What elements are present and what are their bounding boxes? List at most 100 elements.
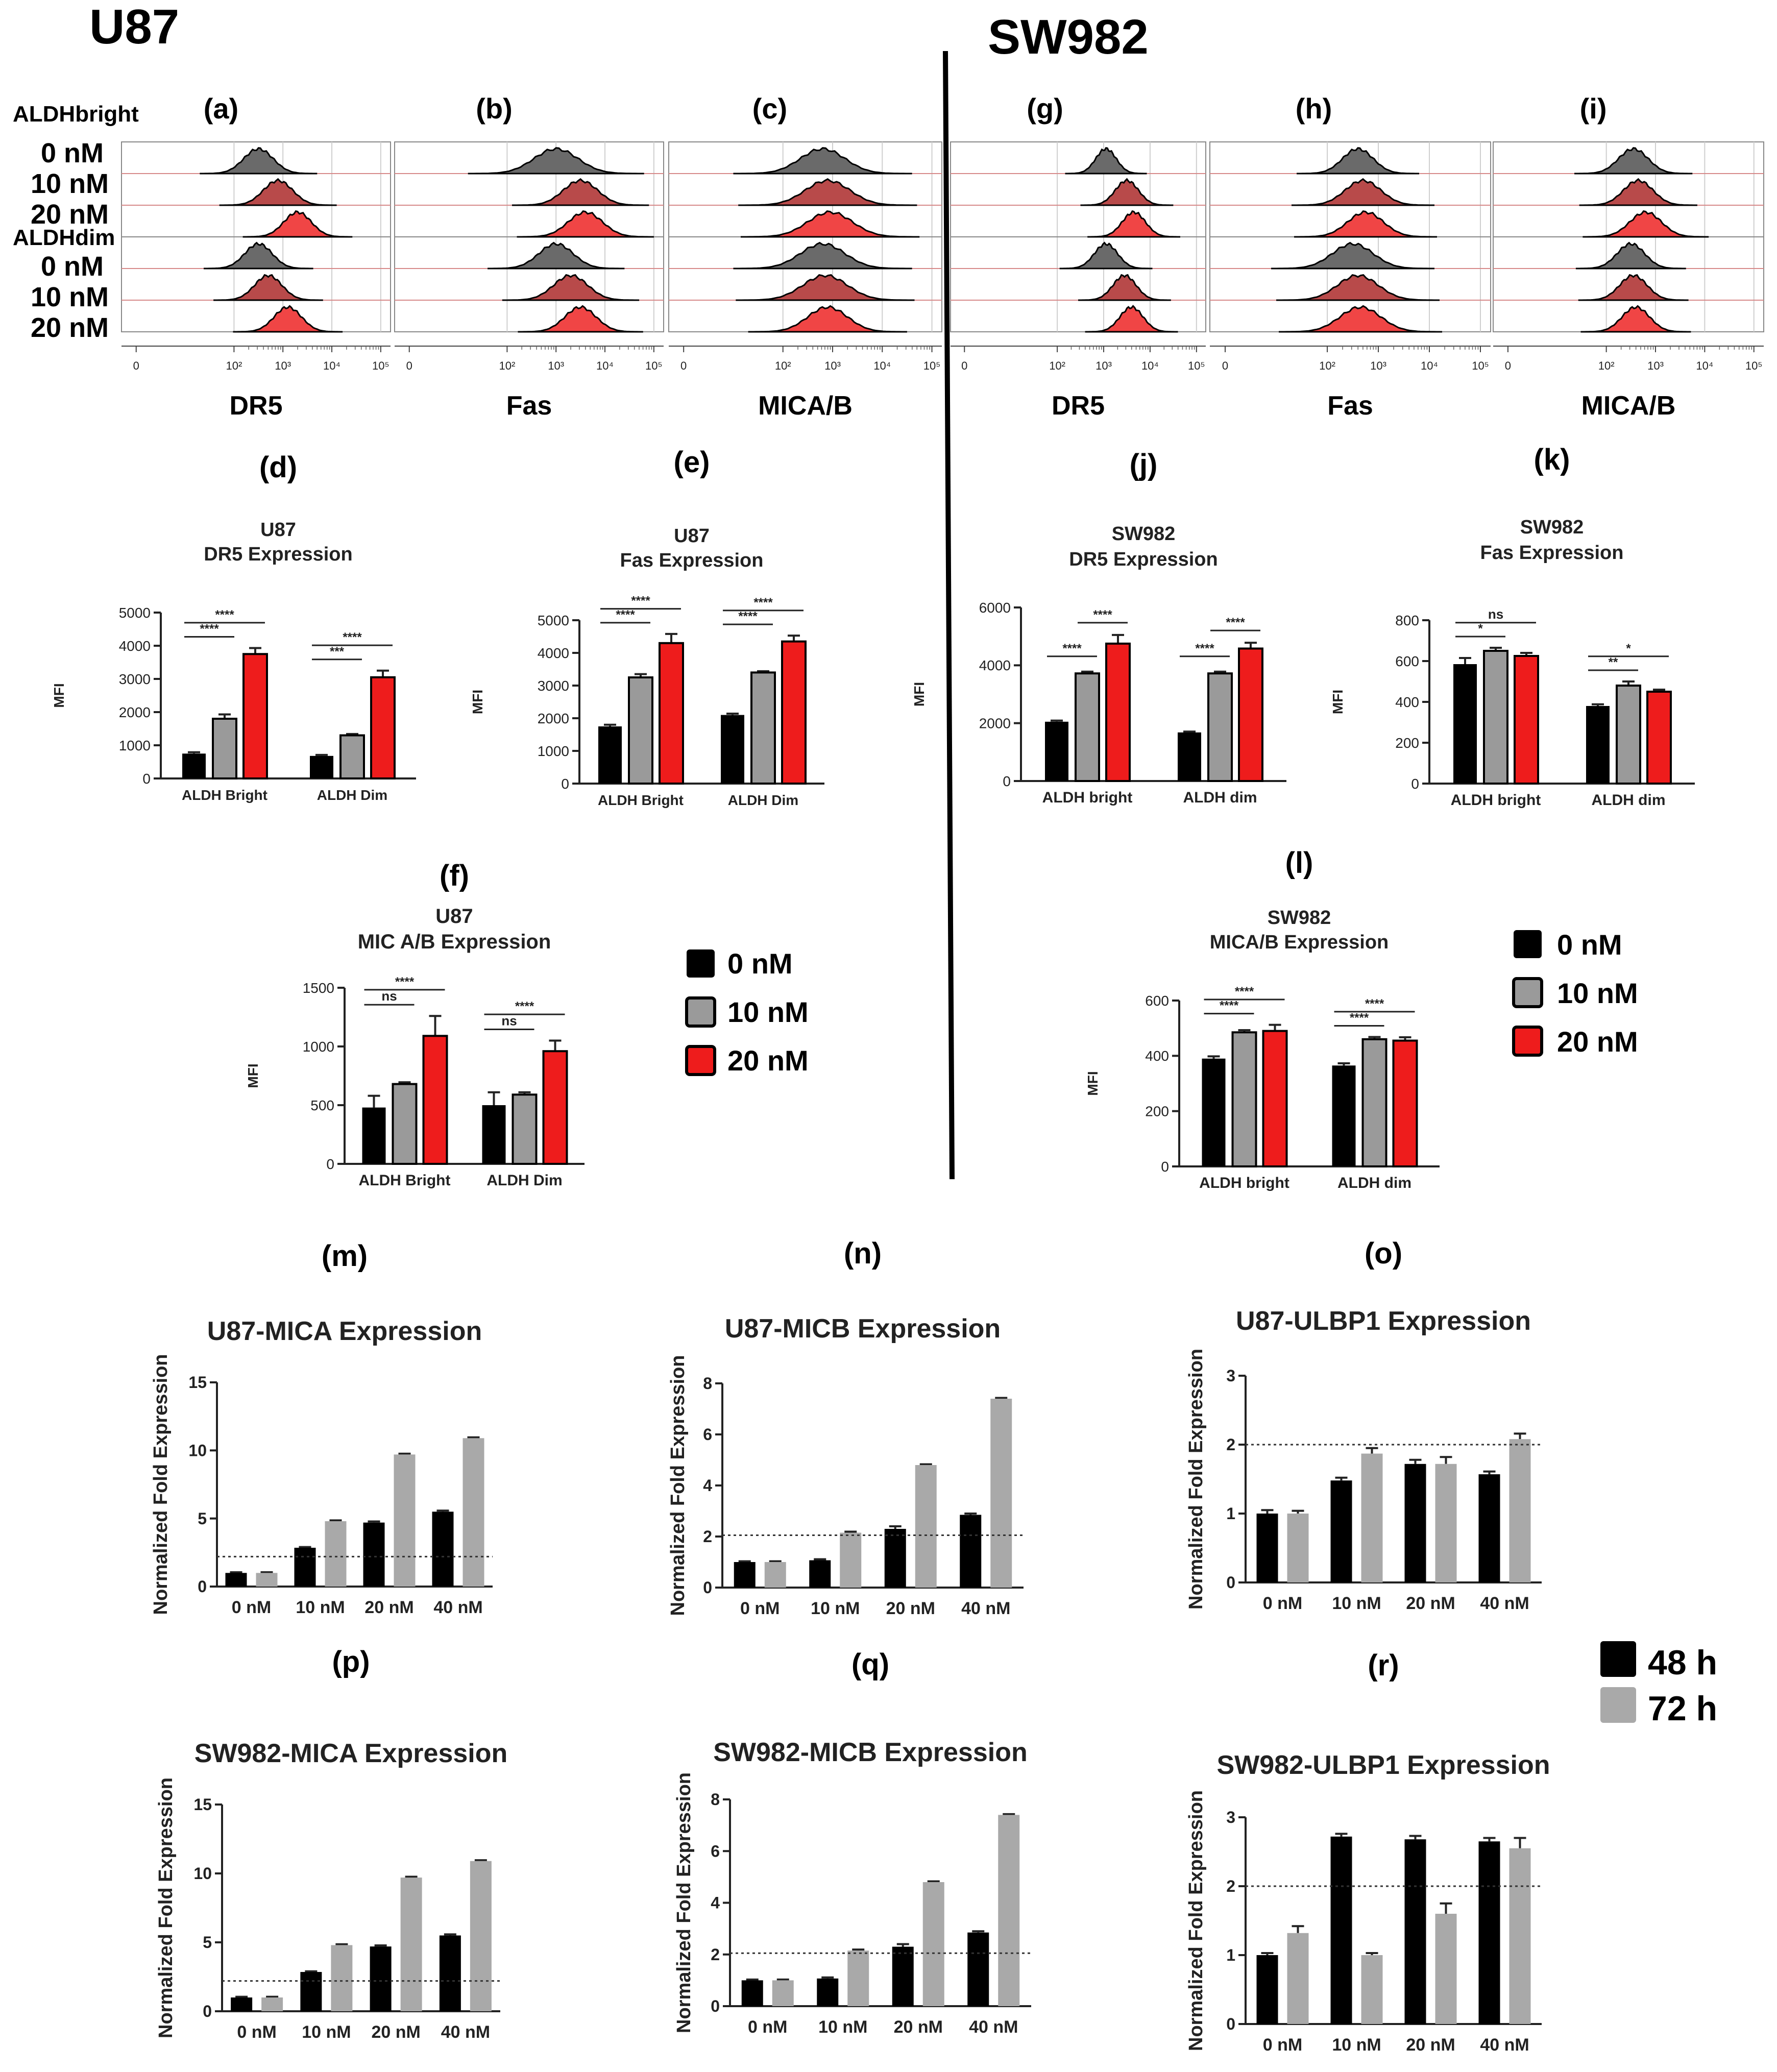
histogram-tick-label: 0 <box>406 359 412 372</box>
histogram-panel-letter: (h) <box>1296 92 1332 125</box>
chart-bar-48h <box>294 1548 316 1587</box>
histogram-panel-i: (i) 0 10² 10³ 10⁴ 10⁵ MICA/B <box>1493 92 1764 421</box>
chart-bar-10nm <box>1231 1031 1257 1167</box>
histogram-peak <box>1276 274 1440 301</box>
chart-title-line: U87 <box>260 519 296 541</box>
chart-y-tick-label: 4000 <box>538 645 569 661</box>
chart-title-line: U87 <box>435 905 473 928</box>
chart-category-label: ALDH dim <box>1183 789 1257 806</box>
chart-y-tick-label: 6 <box>703 1425 712 1444</box>
chart-bar-10nm <box>750 671 776 785</box>
histogram-tick-label: 0 <box>133 359 139 372</box>
bar-chart-p: (p) SW982-MICA Expression 0 5 10 15 Normalized… <box>155 1645 507 2042</box>
chart-bar-48h <box>363 1522 385 1587</box>
chart-bar-72h <box>325 1521 347 1587</box>
bar-chart-m: (m) U87-MICA Expression 0 5 10 15 Normalized F… <box>150 1239 493 1617</box>
bar-chart-j: (j) SW982 DR5 Expression 0 2000 4000 6000 MFI AL… <box>911 448 1286 806</box>
chart-significance-label: ns <box>501 1013 517 1029</box>
chart-category-label: 0 nM <box>748 2017 787 2037</box>
chart-panel-letter: (r) <box>1368 1649 1399 1682</box>
histogram-peak <box>738 178 917 206</box>
chart-bar-48h <box>892 1946 914 2006</box>
chart-title-line: SW982 <box>1112 523 1176 545</box>
chart-y-tick-label: 8 <box>703 1374 712 1393</box>
chart-title-line: SW982 <box>1268 907 1331 929</box>
histogram-panel-letter: (a) <box>204 92 238 125</box>
chart-bar-10nm <box>1616 685 1641 785</box>
histogram-marker-label: Fas <box>1327 391 1373 421</box>
chart-y-axis-label: Normalized Fold Expression <box>1185 1790 1207 2051</box>
histogram-tick-label: 10² <box>1319 359 1335 372</box>
chart-category-label: 40 nM <box>433 1598 482 1617</box>
chart-significance-label: *** <box>330 645 345 659</box>
legend-label-10nm: 10 nM <box>727 996 809 1028</box>
chart-y-axis-label: MFI <box>1330 690 1346 714</box>
chart-y-tick-label: 0 <box>142 771 151 787</box>
chart-bar-72h <box>256 1573 278 1587</box>
chart-y-tick-label: 4000 <box>119 638 151 654</box>
chart-title-line: MIC A/B Expression <box>358 931 551 953</box>
chart-category-label: ALDH dim <box>1337 1175 1411 1191</box>
chart-y-axis-label: Normalized Fold Expression <box>1185 1349 1207 1610</box>
chart-category-label: 20 nM <box>364 1598 413 1617</box>
chart-bar-20nm <box>659 642 684 785</box>
histogram-tick-label: 10⁵ <box>645 359 663 372</box>
histogram-tick-label: 10⁴ <box>1696 359 1713 372</box>
histogram-tick-label: 0 <box>961 359 967 372</box>
chart-y-tick-label: 10 <box>193 1864 212 1883</box>
histogram-panel-b: (b) 0 10² 10³ 10⁴ 10⁵ Fas <box>394 92 664 421</box>
chart-bar-48h <box>884 1529 906 1588</box>
chart-y-tick-label: 3 <box>1226 1367 1235 1385</box>
histogram-peak <box>1271 241 1434 270</box>
chart-y-tick-label: 2 <box>1226 1877 1235 1895</box>
chart-bar-10nm <box>392 1083 418 1165</box>
chart-bar-10nm <box>628 676 653 785</box>
histogram-tick-label: 0 <box>1222 359 1228 372</box>
histogram-marker-label: MICA/B <box>1581 391 1676 421</box>
chart-y-tick-label: 2 <box>1226 1435 1235 1454</box>
chart-bar-72h <box>1509 1439 1531 1582</box>
legend-right-label-20nm: 20 nM <box>1557 1026 1638 1058</box>
chart-category-label: ALDH Dim <box>728 792 798 808</box>
chart-y-tick-label: 200 <box>1395 735 1419 751</box>
legend-right-swatch-10nm <box>1512 977 1543 1008</box>
chart-significance-label: ns <box>381 988 397 1004</box>
chart-category-label: 40 nM <box>1480 2035 1529 2055</box>
histogram-marker-label: MICA/B <box>758 391 853 421</box>
chart-y-tick-label: 0 <box>1411 776 1419 792</box>
chart-category-label: ALDH bright <box>1042 789 1133 806</box>
chart-bar-0nm <box>182 753 206 778</box>
histogram-tick-label: 10⁴ <box>1141 359 1159 372</box>
chart-panel-letter: (p) <box>332 1645 370 1678</box>
chart-y-tick-label: 15 <box>188 1373 207 1392</box>
histogram-tick-label: 10³ <box>1096 359 1112 372</box>
chart-significance-label: **** <box>1365 997 1384 1011</box>
right-title: SW982 <box>988 10 1149 64</box>
histogram-panel-letter: (b) <box>476 92 513 125</box>
chart-y-tick-label: 1 <box>1226 1946 1235 1964</box>
divider-line <box>943 51 955 1180</box>
histogram-area: (a) 0 10² 10³ 10⁴ 10⁵ DR5 (b) 0 10² 10³ 10⁴ 10⁵ Fas (c… <box>13 92 1764 421</box>
histogram-peak <box>242 210 353 238</box>
chart-bar-10nm <box>1361 1038 1387 1168</box>
legend-right-label-10nm: 10 nM <box>1557 977 1638 1009</box>
chart-significance-label: **** <box>753 596 773 610</box>
chart-category-label: 40 nM <box>1480 1594 1529 1613</box>
histogram-peak <box>1087 210 1180 238</box>
chart-y-tick-label: 0 <box>203 2002 212 2020</box>
chart-y-tick-label: 3 <box>1226 1808 1235 1826</box>
histogram-panel-letter: (c) <box>752 92 787 125</box>
chart-significance-label: **** <box>1220 999 1239 1013</box>
chart-bar-48h <box>1478 1841 1500 2024</box>
histogram-panel-c: (c) 0 10² 10³ 10⁴ 10⁵ MICA/B <box>668 92 942 421</box>
chart-bar-48h <box>967 1932 989 2006</box>
chart-category-label: ALDH Bright <box>598 792 684 808</box>
chart-significance-label: **** <box>343 630 362 644</box>
histogram-peak <box>1574 147 1693 175</box>
chart-category-label: ALDH Bright <box>182 787 267 803</box>
chart-category-label: 0 nM <box>740 1599 780 1618</box>
chart-y-tick-label: 0 <box>198 1577 207 1596</box>
chart-bar-48h <box>734 1562 756 1588</box>
histogram-peak <box>1065 147 1147 175</box>
chart-category-label: 40 nM <box>961 1599 1010 1618</box>
